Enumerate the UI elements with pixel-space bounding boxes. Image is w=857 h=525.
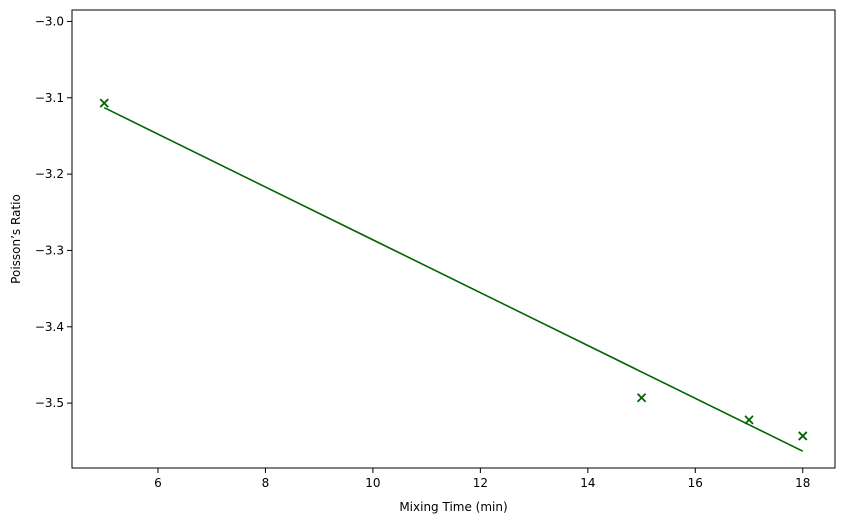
data-point [636,393,647,403]
y-axis: −3.0 −3.1 −3.2 −3.3 −3.4 −3.5 [35,14,72,410]
x-tick-label: 14 [580,476,595,490]
x-tick-label: 18 [795,476,810,490]
data-point [798,431,808,441]
data-point [99,98,109,108]
x-tick-label: 16 [688,476,703,490]
trend-line [103,106,804,452]
y-axis-label: Poisson’s Ratio [9,194,23,284]
plot-frame [71,9,836,469]
plot-background [72,10,835,468]
y-tick-label: −3.2 [35,167,64,181]
x-tick-label: 10 [365,476,380,490]
x-tick-label: 12 [473,476,488,490]
y-tick-label: −3.3 [35,243,64,257]
x-axis: 6 8 10 12 14 16 18 [154,468,810,490]
x-tick-label: 8 [262,476,270,490]
y-tick-label: −3.4 [35,320,64,334]
x-tick-label: 6 [154,476,162,490]
data-point [744,415,754,425]
y-tick-label: −3.5 [35,396,64,410]
series-layer [99,98,808,452]
x-axis-label: Mixing Time (min) [399,500,507,514]
y-tick-label: −3.1 [35,91,64,105]
y-tick-label: −3.0 [35,14,64,28]
